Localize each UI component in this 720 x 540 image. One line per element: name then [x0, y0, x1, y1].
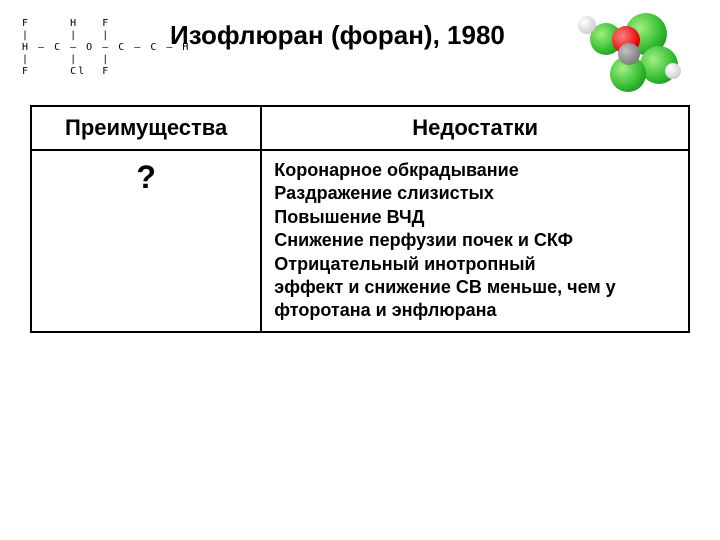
structural-formula: F H F | | | H — C — O — C — C — H | | | … [22, 18, 190, 78]
disadvantage-line: Раздражение слизистых [274, 182, 676, 205]
disadvantage-line: Отрицательный инотропный [274, 253, 676, 276]
table-header-row: Преимущества Недостатки [31, 106, 689, 150]
disadvantage-line: Коронарное обкрадывание [274, 159, 676, 182]
formula-row: F Cl F [22, 66, 190, 78]
header-disadvantages: Недостатки [261, 106, 689, 150]
table-row: ? Коронарное обкрадывание Раздражение сл… [31, 150, 689, 332]
formula-row: F H F [22, 18, 190, 30]
formula-row: | | | [22, 54, 190, 66]
formula-row: | | | [22, 30, 190, 42]
disadvantage-line: Повышение ВЧД [274, 206, 676, 229]
disadvantage-line: эффект и снижение СВ меньше, чем у [274, 276, 676, 299]
formula-row: H — C — O — C — C — H [22, 42, 190, 54]
page-title: Изофлюран (форан), 1980 [170, 20, 505, 51]
header-advantages: Преимущества [31, 106, 261, 150]
molecule-3d-icon [570, 8, 690, 98]
advantages-cell: ? [31, 150, 261, 332]
disadvantages-cell: Коронарное обкрадывание Раздражение слиз… [261, 150, 689, 332]
disadvantage-line: фторотана и энфлюрана [274, 299, 676, 322]
comparison-table: Преимущества Недостатки ? Коронарное обк… [30, 105, 690, 333]
disadvantage-line: Снижение перфузии почек и СКФ [274, 229, 676, 252]
